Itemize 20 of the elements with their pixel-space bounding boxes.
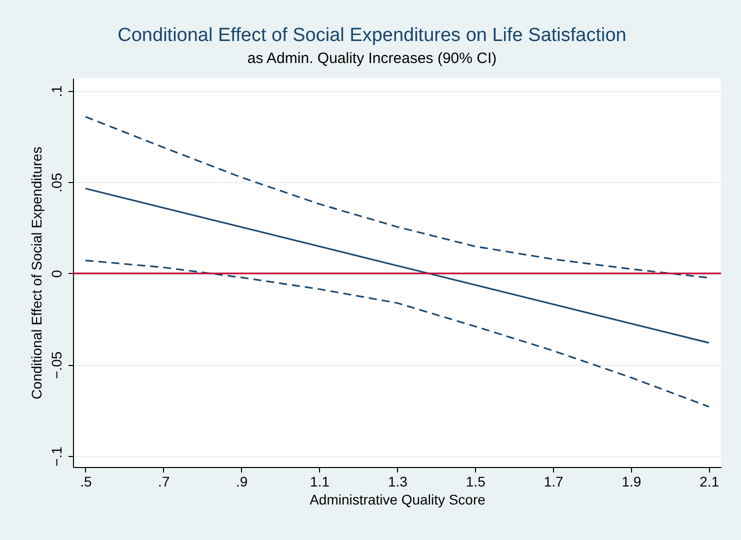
x-tick-label: 1.9 — [622, 474, 642, 490]
line-series — [84, 260, 710, 408]
y-tick-label: .05 — [48, 172, 64, 192]
x-tick-label: 2.1 — [700, 474, 720, 490]
y-tick-label: 0 — [48, 270, 64, 278]
x-tick-label: .5 — [80, 474, 92, 490]
line-series — [84, 116, 710, 279]
x-axis-title: Administrative Quality Score — [310, 492, 486, 508]
x-tick-label: .7 — [158, 474, 170, 490]
chart-title: Conditional Effect of Social Expenditures on Life Satisfaction — [118, 25, 626, 46]
x-tick-label: 1.5 — [466, 474, 486, 490]
x-tick-label: 1.1 — [310, 474, 330, 490]
y-tick-label: −.05 — [48, 351, 64, 380]
x-tick-label: 1.3 — [388, 474, 408, 490]
chart-subtitle: as Admin. Quality Increases (90% CI) — [247, 50, 497, 67]
y-tick-label: .1 — [48, 85, 64, 98]
y-tick-label: −.1 — [48, 446, 64, 466]
x-tick-label: .9 — [236, 474, 248, 490]
x-tick-label: 1.7 — [544, 474, 564, 490]
y-axis-title: Conditional Effect of Social Expenditures — [28, 146, 44, 400]
